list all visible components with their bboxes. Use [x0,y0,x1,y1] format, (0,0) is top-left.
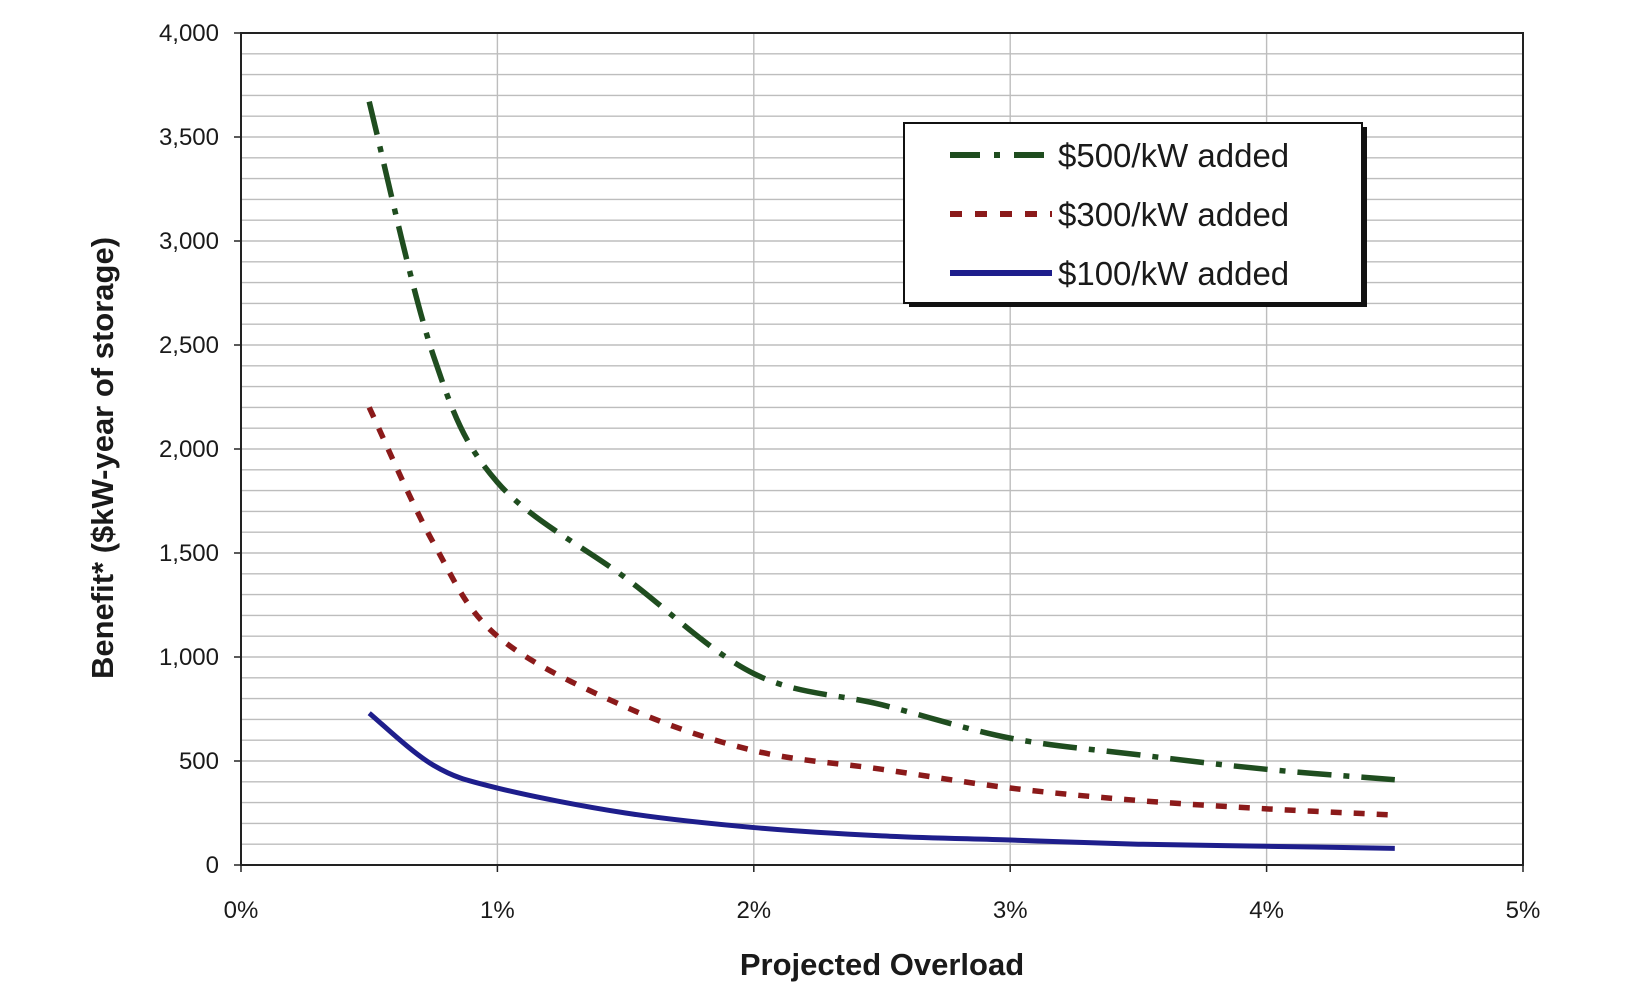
data-point [367,405,372,410]
series-3 [367,711,1397,851]
x-tick-label: 0% [224,897,259,924]
data-point [431,763,436,768]
y-tick-label: 3,500 [159,124,219,151]
data-point [623,704,628,709]
data-point [1136,798,1141,803]
data-point [751,825,756,830]
legend-item-3: $100/kW added [950,255,1289,292]
y-axis-title: Benefit* ($kW-year of storage) [85,237,120,679]
y-tick-label: 3,000 [159,228,219,255]
data-point [431,353,436,358]
y-tick-label: 4,000 [159,20,219,47]
x-tick-label: 5% [1506,897,1541,924]
x-axis-ticks: 0% 1% 2% 3% 4% 5% [224,865,1541,924]
legend-item-2: $300/kW added [950,196,1289,233]
data-point [880,833,885,838]
y-tick-label: 0 [206,852,219,879]
data-point [495,786,500,791]
y-axis-ticks: 0 500 1,000 1,500 2,000 2,500 3,000 3,500 4,000 [159,20,241,879]
legend-label: $300/kW added [1058,196,1289,233]
series-group [366,99,1397,851]
data-point [751,748,756,753]
series-1 [366,99,1397,783]
data-point [1008,786,1013,791]
data-point [495,480,500,485]
data-point [495,634,500,639]
y-tick-label: 1,000 [159,644,219,671]
legend-item-1: $500/kW added [950,137,1289,174]
data-point [367,99,372,104]
legend-label: $500/kW added [1058,137,1289,174]
x-tick-label: 1% [480,897,515,924]
data-point [623,811,628,816]
series-line [366,406,1395,818]
data-point [880,702,885,707]
data-point [880,767,885,772]
legend-label: $100/kW added [1058,255,1289,292]
y-tick-label: 500 [179,748,219,775]
data-point [623,575,628,580]
x-axis-title: Projected Overload [740,947,1024,982]
legend: $500/kW added $300/kW added $100/kW added [903,122,1367,307]
y-tick-label: 2,500 [159,332,219,359]
x-tick-label: 4% [1249,897,1284,924]
grid [241,33,1523,865]
data-point [1264,767,1269,772]
data-point [1008,838,1013,843]
data-point [1392,846,1397,851]
data-point [1264,844,1269,849]
series-line [367,711,1395,851]
data-point [1392,777,1397,782]
data-point [751,671,756,676]
x-tick-label: 3% [993,897,1028,924]
y-tick-label: 1,500 [159,540,219,567]
data-point [1136,752,1141,757]
data-point [367,711,372,716]
x-tick-label: 2% [736,897,771,924]
data-point [1392,813,1397,818]
series-line [366,100,1396,783]
data-point [1264,806,1269,811]
series-2 [366,405,1397,818]
data-point [1008,736,1013,741]
data-point [431,540,436,545]
y-tick-label: 2,000 [159,436,219,463]
data-point [1136,842,1141,847]
